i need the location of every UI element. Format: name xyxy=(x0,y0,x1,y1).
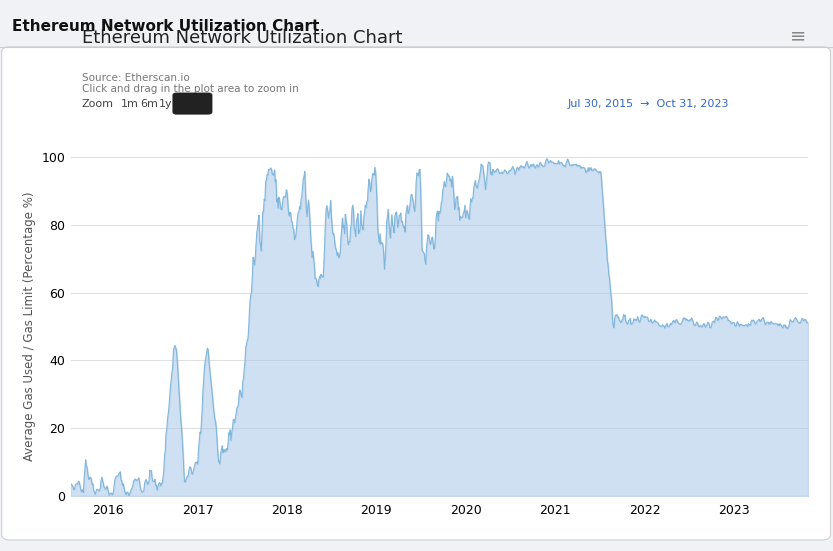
Text: Ethereum Network Utilization Chart: Ethereum Network Utilization Chart xyxy=(82,29,402,47)
Text: Zoom: Zoom xyxy=(82,99,113,109)
FancyBboxPatch shape xyxy=(2,47,831,540)
Text: Source: Etherscan.io: Source: Etherscan.io xyxy=(82,73,189,83)
Text: Ethereum Network Utilization Chart: Ethereum Network Utilization Chart xyxy=(12,19,320,34)
Text: 1m: 1m xyxy=(121,99,138,109)
Text: All: All xyxy=(184,99,201,109)
FancyBboxPatch shape xyxy=(172,93,212,115)
Text: ≡: ≡ xyxy=(790,26,806,45)
Text: Click and drag in the plot area to zoom in: Click and drag in the plot area to zoom … xyxy=(82,84,298,94)
Text: 6m: 6m xyxy=(140,99,157,109)
Text: 1y: 1y xyxy=(159,99,172,109)
Text: Jul 30, 2015  →  Oct 31, 2023: Jul 30, 2015 → Oct 31, 2023 xyxy=(567,99,729,109)
Y-axis label: Average Gas Used / Gas Limit (Percentage %): Average Gas Used / Gas Limit (Percentage… xyxy=(22,192,36,461)
